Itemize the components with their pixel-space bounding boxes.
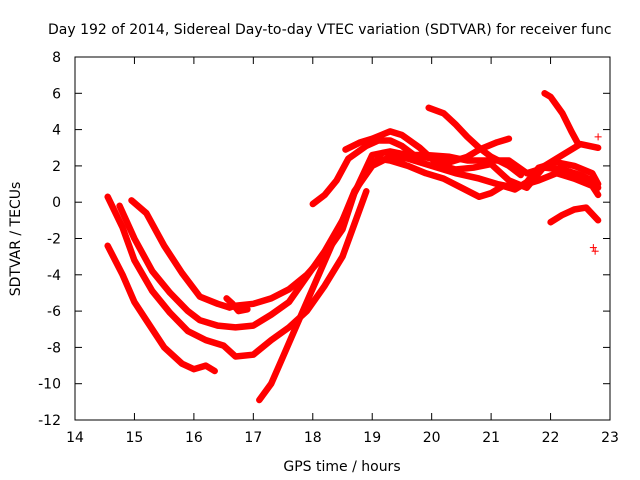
series-track-8 (309, 135, 513, 208)
x-tick-label: 23 (601, 430, 619, 446)
y-tick-label: 8 (52, 50, 61, 66)
x-tick-label: 15 (126, 430, 144, 446)
x-tick-label: 22 (542, 430, 560, 446)
y-tick-label: -8 (47, 340, 61, 356)
y-tick-label: 2 (52, 159, 61, 175)
x-tick-label: 20 (423, 430, 441, 446)
x-tick-label: 16 (185, 430, 203, 446)
y-tick-label: -2 (47, 232, 61, 248)
y-tick-label: 0 (52, 195, 61, 211)
series-track-11 (541, 90, 581, 146)
plus-marker (591, 247, 599, 255)
y-tick-label: -10 (38, 377, 61, 393)
series-track-9 (342, 128, 602, 191)
y-axis: -12 -10 -8 -6 -4 -2 0 2 4 6 8 (38, 50, 610, 429)
series-track-12 (547, 204, 602, 226)
x-tick-label: 14 (66, 430, 84, 446)
plus-marker (594, 133, 602, 141)
x-tick-label: 19 (363, 430, 381, 446)
series-track-1 (104, 242, 218, 375)
plus-marker (589, 244, 597, 252)
x-tick-label: 17 (244, 430, 262, 446)
plot-frame (74, 56, 611, 421)
x-tick-label: 21 (482, 430, 500, 446)
y-tick-label: 6 (52, 86, 61, 102)
y-tick-label: -6 (47, 304, 61, 320)
series-track-4 (128, 197, 233, 311)
x-tick-label: 18 (304, 430, 322, 446)
series-track-6 (223, 295, 251, 315)
y-axis-label: SDTVAR / TECUs (8, 182, 24, 297)
series-track-7 (256, 155, 602, 404)
series-track-5 (226, 148, 602, 311)
chart-title: Day 192 of 2014, Sidereal Day-to-day VTE… (48, 22, 612, 38)
y-tick-label: -4 (47, 268, 61, 284)
data-series (104, 90, 602, 404)
series-track-2 (104, 188, 370, 360)
x-axis-label: GPS time / hours (283, 459, 400, 475)
extra-markers (589, 133, 602, 255)
y-tick-label: 4 (52, 123, 61, 139)
series-track-10 (425, 104, 525, 179)
y-tick-label: -12 (38, 413, 61, 429)
x-axis: 14 15 16 17 18 19 20 21 22 23 (66, 57, 619, 446)
